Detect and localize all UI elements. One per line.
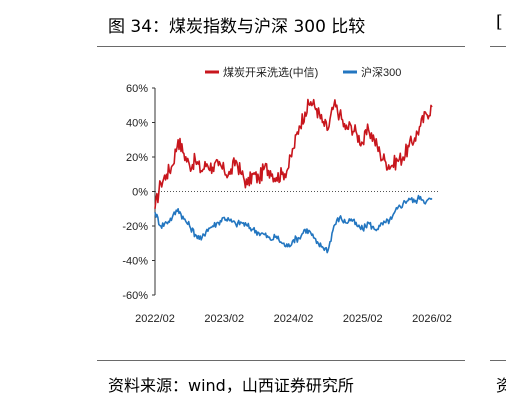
x-tick-label: 2026/02 bbox=[412, 313, 452, 325]
right-edge-fragment-bottom: 资 bbox=[496, 376, 506, 395]
x-tick-label: 2024/02 bbox=[274, 313, 314, 325]
series-line-coal bbox=[154, 98, 433, 209]
figure-title: 图 34：煤炭指数与沪深 300 比较 bbox=[108, 17, 366, 37]
source-rule bbox=[97, 360, 465, 361]
title-rule bbox=[97, 46, 465, 47]
y-tick-label: -20% bbox=[122, 221, 148, 233]
legend-label: 煤炭开采洗选(中信) bbox=[223, 66, 318, 79]
series-line-csi300 bbox=[154, 194, 433, 254]
y-tick-label: 0% bbox=[132, 187, 148, 199]
y-tick-label: 20% bbox=[126, 152, 148, 164]
y-tick-label: -60% bbox=[122, 290, 148, 302]
y-tick-label: 60% bbox=[126, 83, 148, 95]
x-tick-label: 2025/02 bbox=[343, 313, 383, 325]
source-note: 资料来源：wind，山西证券研究所 bbox=[108, 376, 354, 395]
y-tick-label: 40% bbox=[126, 118, 148, 130]
x-tick-label: 2023/02 bbox=[204, 313, 244, 325]
right-edge-fragment-top: [ bbox=[496, 12, 503, 32]
title-rule-fragment bbox=[490, 46, 506, 47]
legend-label: 沪深300 bbox=[361, 65, 401, 79]
source-rule-fragment bbox=[490, 360, 506, 361]
x-tick-label: 2022/02 bbox=[135, 313, 175, 325]
y-tick-label: -40% bbox=[122, 256, 148, 268]
